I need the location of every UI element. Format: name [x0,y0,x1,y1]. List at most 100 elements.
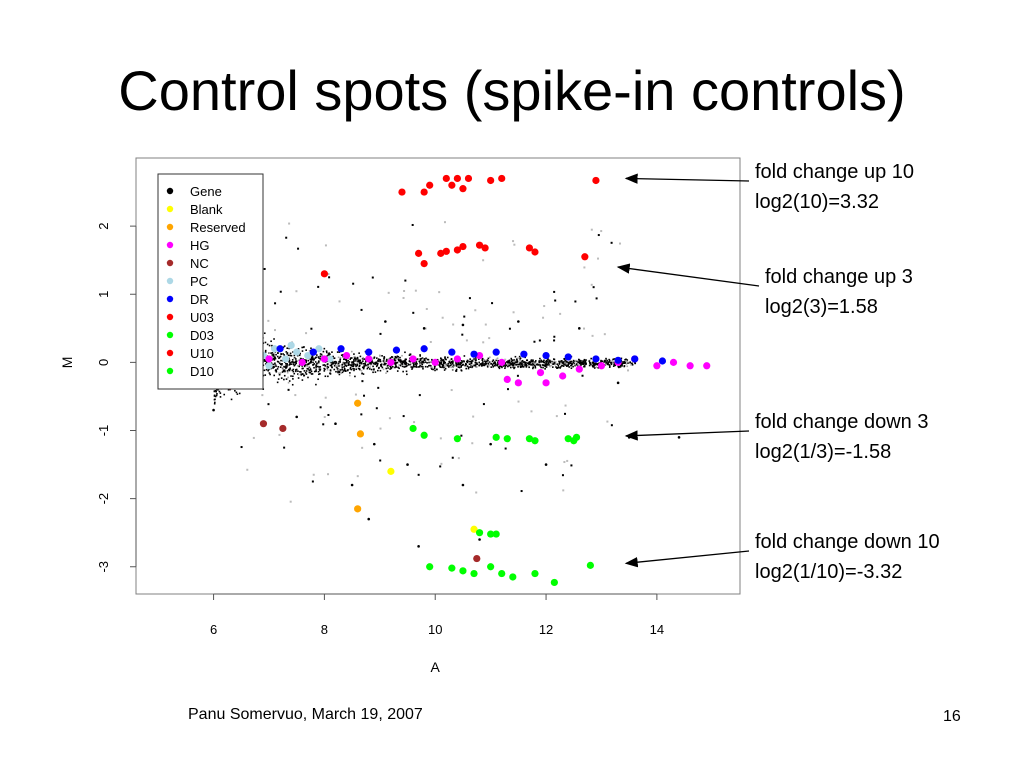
background-point [447,366,450,368]
background-point [505,361,508,363]
background-point [340,372,343,375]
background-point [567,364,570,367]
background-point [351,363,353,365]
point-pc [293,348,301,356]
background-point [511,359,514,362]
background-point [343,366,346,368]
background-point [310,370,313,373]
point-hg [514,379,522,387]
background-point [444,358,447,360]
background-point [357,359,360,362]
background-point [425,357,427,360]
background-point [391,366,394,369]
background-point [512,366,514,368]
background-point [488,361,491,363]
background-point [295,290,298,293]
background-point [581,374,584,377]
background-point [350,364,353,367]
background-point [552,366,554,368]
background-point [318,357,320,359]
background-point [273,358,275,360]
point-u10 [420,188,428,196]
background-point [614,364,616,367]
point-u10 [426,181,434,189]
background-point [291,383,294,386]
background-point [336,351,339,353]
background-point [369,361,372,364]
background-point [234,389,236,392]
background-point [385,362,387,365]
background-point [353,363,356,366]
background-point [397,366,399,369]
background-point [601,360,604,362]
background-point [275,370,278,373]
background-point [453,365,455,367]
background-point [486,365,489,368]
point-d10 [498,569,506,578]
background-point [559,361,561,364]
background-point [371,360,373,363]
slide-title: Control spots (spike-in controls) [118,59,906,122]
background-point [301,346,303,349]
background-point [318,368,321,370]
background-point [278,433,281,436]
background-point [565,360,567,363]
background-point [452,360,454,362]
background-point [544,364,546,367]
legend-label: PC [190,274,208,289]
background-point [274,363,277,366]
background-point [280,359,282,362]
background-point [504,364,506,366]
annotation-1: fold change up 10 log2(10)=3.32 [755,157,914,217]
background-point [292,351,294,353]
background-point [385,360,388,362]
background-point [526,359,528,361]
background-point [515,361,518,363]
background-point [268,352,271,354]
legend-marker [166,349,174,357]
background-point [608,358,610,361]
point-gene [544,463,548,466]
background-point [436,368,438,371]
background-point [399,359,402,361]
background-point [284,370,286,373]
background-point [579,361,581,363]
background-point [495,358,498,361]
background-point [277,366,280,368]
background-point [482,364,485,366]
background-point [458,366,460,368]
background-point [263,360,266,362]
background-point [283,365,285,368]
background-point [387,367,389,369]
background-point [468,363,471,366]
background-point [291,369,294,372]
point-d03 [564,435,572,443]
background-point [531,362,534,364]
background-point [270,340,272,343]
background-point [402,296,405,299]
background-point [563,361,566,364]
background-point [358,352,360,354]
background-point [300,374,303,376]
point-hg [559,372,567,380]
background-point [551,361,553,364]
background-point [553,335,556,338]
background-point [422,361,425,364]
background-point [530,363,532,366]
background-point [311,373,314,375]
background-point [292,370,295,373]
background-point [585,363,587,366]
background-point [426,358,429,361]
background-point [363,358,366,360]
background-point [412,364,415,367]
background-point [413,361,415,364]
background-point [557,366,560,369]
background-point [412,311,415,314]
background-point [608,364,610,366]
background-point [545,362,548,364]
background-point [219,396,222,398]
background-point [323,364,326,366]
background-point [405,365,408,368]
background-point [606,363,609,366]
annotation-2: fold change up 3 log2(3)=1.58 [765,262,913,322]
